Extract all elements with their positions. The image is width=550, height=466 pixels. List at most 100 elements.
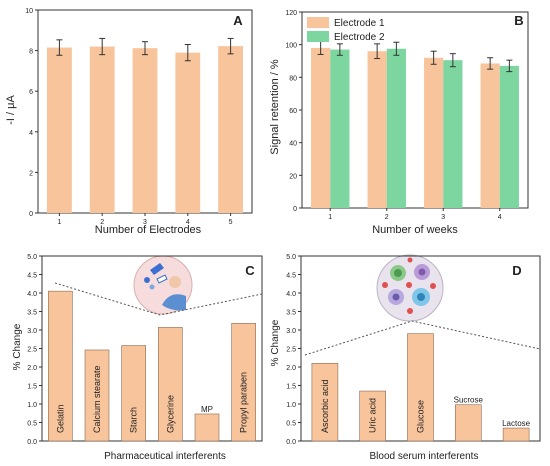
panel-b-xtick-label: 3: [441, 214, 445, 221]
panel-b-bar: [499, 65, 519, 209]
legend-swatch: [307, 31, 329, 42]
panel-a-xtick-label: 1: [57, 219, 61, 226]
panel-b-ylabel: Signal retention / %: [269, 59, 281, 155]
panel-c-ytick-label: 4.0: [27, 291, 37, 298]
panel-c-bar-label: Starch: [129, 407, 139, 433]
panel-c-ytick-label: 0.5: [27, 421, 37, 428]
panel-d-bar-label: Sucrose: [454, 396, 484, 405]
panel-a-ytick-label: 8: [29, 49, 33, 56]
panel-c-xlabel: Pharmaceutical interferents: [104, 451, 226, 462]
panel-d: D Blood serum interferents % Change: [270, 254, 522, 462]
panel-b-xtick-label: 1: [328, 214, 332, 221]
panel-b-xlabel: Number of weeks: [372, 224, 458, 236]
panel-a-xlabel: Number of Electrodes: [95, 224, 202, 236]
panel-a-xtick-label: 3: [143, 219, 147, 226]
panel-d-ytick-label: 0.5: [286, 421, 296, 428]
panel-d-bar: [359, 390, 387, 442]
panel-b-xtick-label: 4: [498, 214, 502, 221]
panel-b-bar: [367, 51, 387, 209]
panel-d-ytick-label: 4.0: [286, 291, 296, 298]
panel-c-bar-label: MP: [201, 405, 213, 414]
legend-label: Electrode 2: [334, 32, 385, 43]
panel-c: C Pharmaceutical interferents % Change: [12, 255, 255, 462]
panel-d-letter: D: [512, 263, 521, 278]
panel-c-bar-label: Calcium stearate: [92, 365, 102, 433]
panel-d-ytick-label: 2.5: [286, 347, 296, 354]
panel-d-ytick-label: 1.0: [286, 402, 296, 409]
panel-a-bar: [46, 47, 72, 214]
panel-c-letter: C: [245, 263, 255, 278]
panel-b-bar: [330, 49, 350, 208]
panel-d-ytick-label: 4.5: [286, 273, 296, 280]
panel-d-bar: [311, 362, 339, 442]
panel-d-bar-label: Ascorbic acid: [320, 379, 330, 433]
blood-cells-icon: [376, 254, 444, 322]
panel-c-ytick-label: 3.0: [27, 328, 37, 335]
panel-c-dotted-guide: [54, 282, 263, 316]
panel-c-bar-label: Gelatin: [55, 404, 65, 433]
panel-a-ytick-label: 6: [29, 89, 33, 96]
panel-c-bar: [158, 327, 183, 442]
panel-a-bar: [175, 52, 201, 213]
panel-a-ytick-label: 0: [29, 211, 33, 218]
panel-a-xtick-label: 2: [100, 219, 104, 226]
panel-b-bar: [424, 57, 444, 208]
panel-c-bar: [84, 349, 110, 442]
panel-b-xtick-label: 2: [385, 214, 389, 221]
panel-c-ytick-label: 1.5: [27, 384, 37, 391]
panel-b-letter: B: [514, 13, 523, 28]
panel-a-ytick-label: 10: [25, 8, 33, 15]
panel-a-bar: [132, 48, 158, 213]
panel-b-ytick-label: 0: [293, 206, 297, 213]
panel-d-bar: [502, 427, 530, 442]
panel-b-ytick-label: 80: [289, 75, 297, 82]
panel-a-bar: [89, 46, 115, 213]
panel-b-ytick-label: 120: [285, 10, 297, 17]
panel-c-ytick-label: 4.5: [27, 273, 37, 280]
panel-c-ytick-label: 2.5: [27, 347, 37, 354]
panel-c-bar: [194, 413, 220, 442]
panel-b-ytick-label: 100: [285, 43, 297, 50]
panel-c-ytick-label: 2.0: [27, 365, 37, 372]
panel-d-dotted-guide: [304, 320, 541, 356]
panel-c-ytick-label: 1.0: [27, 402, 37, 409]
panel-b-bar: [386, 48, 406, 208]
panel-a-xtick-label: 5: [229, 219, 233, 226]
panel-d-ytick-label: 1.5: [286, 384, 296, 391]
panel-c-ytick-label: 0.0: [27, 439, 37, 446]
panel-c-bar: [121, 345, 146, 442]
panel-d-bar-label: Glucose: [416, 400, 426, 433]
panel-b-ytick-label: 20: [289, 173, 297, 180]
panel-a-xtick-label: 4: [186, 219, 190, 226]
panel-d-ytick-label: 3.0: [286, 328, 296, 335]
panel-a: A Number of Electrodes -I / μA: [5, 13, 243, 236]
panel-d-xlabel: Blood serum interferents: [370, 451, 479, 462]
panel-c-ytick-label: 5.0: [27, 254, 37, 261]
panel-d-ytick-label: 2.0: [286, 365, 296, 372]
panel-c-ylabel: % Change: [12, 323, 23, 370]
legend-swatch: [307, 17, 329, 28]
panel-d-bar-label: Uric acid: [368, 398, 378, 433]
pill-person-icon: [133, 255, 193, 315]
legend-label: Electrode 1: [334, 18, 385, 29]
panel-d-ytick-label: 5.0: [286, 254, 296, 261]
panel-c-ytick-label: 3.5: [27, 310, 37, 317]
panel-b-bar: [480, 63, 500, 209]
panel-a-ytick-label: 4: [29, 130, 33, 137]
panel-d-ytick-label: 0.0: [286, 439, 296, 446]
panel-b-bar: [311, 47, 331, 208]
panel-c-bar-label: Glycerine: [165, 395, 175, 433]
panel-c-bar: [48, 290, 73, 442]
panel-d-ylabel: % Change: [270, 319, 281, 366]
panel-d-ytick-label: 3.5: [286, 310, 296, 317]
panel-b-bar: [443, 60, 463, 208]
panel-d-bar: [407, 333, 434, 442]
panel-b: B Number of weeks Signal retention / %: [269, 13, 524, 236]
panel-b-ytick-label: 40: [289, 141, 297, 148]
panel-a-ylabel: -I / μA: [5, 95, 17, 125]
panel-a-ytick-label: 2: [29, 170, 33, 177]
panel-d-bar: [454, 404, 482, 442]
panel-a-letter: A: [233, 13, 243, 28]
